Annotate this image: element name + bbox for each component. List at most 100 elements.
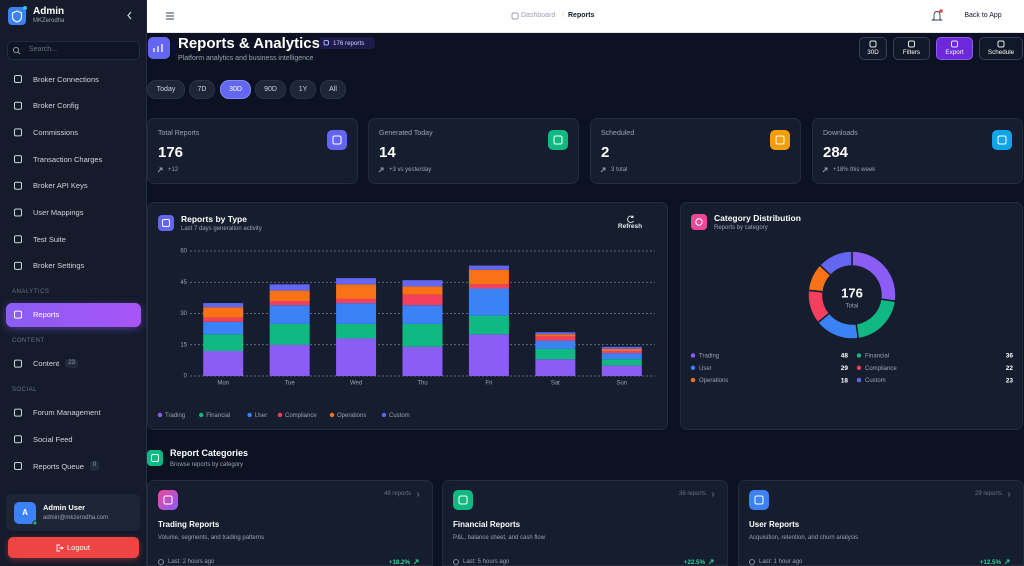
category-description: P&L, balance sheet, and cash flow (453, 534, 546, 541)
nav-label: Reports (33, 310, 60, 320)
category-card[interactable] (738, 480, 1024, 566)
category-card[interactable] (442, 480, 728, 566)
nav-label: Reports Queue (33, 461, 84, 471)
stat-card (590, 118, 801, 184)
nav-label: Social Feed (33, 434, 73, 444)
section-icon (147, 450, 163, 466)
user-name: Admin User (43, 503, 86, 513)
refresh-button[interactable]: Refresh (617, 223, 643, 231)
action-button[interactable] (936, 37, 973, 60)
nav-label: Test Suite (33, 234, 66, 244)
nav-item[interactable]: Broker Settings (33, 260, 138, 272)
nav-label: Broker Connections (33, 74, 99, 84)
nav-item[interactable]: Reports Queue 0 (33, 460, 138, 472)
chart-subtitle: Reports by category (714, 225, 768, 232)
search-box[interactable] (7, 41, 140, 60)
action-label: Export (945, 49, 964, 57)
stat-value: 2 (601, 143, 610, 161)
sidebar (0, 0, 147, 566)
count-badge-label: 176 reports (333, 39, 365, 47)
logout-label: Logout (67, 543, 90, 553)
avatar-initial: A (22, 508, 28, 518)
nav-label: Transaction Charges (33, 154, 103, 164)
range-label: 7D (197, 85, 207, 93)
category-count: 48 reports (383, 490, 411, 497)
stat-icon (327, 130, 347, 150)
nav-active-bg (6, 302, 141, 327)
stat-icon (770, 130, 790, 150)
nav-badge: 23 (65, 359, 78, 369)
range-label: All (329, 85, 337, 93)
section-title: Report Categories (170, 448, 249, 459)
stat-icon (992, 130, 1012, 150)
breadcrumb-current: Reports (568, 12, 595, 20)
chart-card (147, 202, 668, 430)
stat-value: 176 (158, 143, 184, 161)
stat-label: Downloads (823, 129, 858, 137)
nav-item[interactable]: Broker Connections (33, 73, 138, 85)
category-growth: +12.5% (979, 558, 1001, 566)
category-title: Financial Reports (453, 520, 521, 530)
nav-label: Commissions (33, 127, 79, 137)
page-title: Reports & Analytics (178, 34, 320, 52)
range-pill[interactable] (220, 80, 251, 99)
section-subtitle: Browse reports by category (170, 461, 244, 468)
nav-label: User Mappings (33, 208, 84, 217)
range-pill[interactable] (147, 80, 185, 99)
category-icon (749, 490, 769, 510)
category-description: Acquisition, retention, and churn analys… (749, 534, 859, 541)
nav-item[interactable]: Commissions (33, 126, 138, 138)
nav-item[interactable]: Content 23 (33, 358, 138, 370)
category-last: Last: 1 hour ago (759, 558, 803, 565)
action-button[interactable] (859, 37, 887, 60)
range-label: Today (156, 85, 176, 93)
breadcrumb-separator: / (562, 12, 564, 20)
nav-item[interactable]: Test Suite (33, 233, 138, 245)
logout-button[interactable] (8, 537, 139, 558)
stat-value: 14 (379, 143, 396, 161)
category-last: Last: 5 hours ago (463, 558, 510, 565)
nav-heading: ANALYTICS (12, 288, 50, 295)
nav-item[interactable]: Broker API Keys (33, 180, 138, 192)
range-pill[interactable] (255, 80, 286, 99)
range-label: 90D (264, 85, 277, 93)
range-label: 30D (229, 85, 242, 93)
chart-card (680, 202, 1023, 430)
stat-card (368, 118, 579, 184)
brand-sub: MKZerodha (33, 18, 65, 25)
nav-item[interactable]: Reports (33, 309, 138, 321)
page-icon (148, 37, 170, 59)
search-placeholder: Search... (29, 46, 58, 54)
nav-heading: CONTENT (12, 337, 45, 344)
avatar (14, 502, 36, 524)
action-button[interactable] (893, 37, 930, 60)
category-icon (158, 490, 178, 510)
nav-label: Content (33, 359, 60, 369)
category-growth: +18.2% (388, 558, 410, 566)
nav-item[interactable]: User Mappings (33, 207, 138, 219)
stat-change: +12 (168, 166, 179, 173)
category-last: Last: 2 hours ago (168, 558, 215, 565)
nav-item[interactable]: Forum Management (33, 407, 138, 419)
action-button[interactable] (979, 37, 1023, 60)
breadcrumb-link[interactable]: Dashboard (521, 12, 556, 20)
category-count: 36 reports (678, 490, 706, 497)
nav-item[interactable]: Social Feed (33, 433, 138, 445)
category-count: 29 reports (974, 490, 1002, 497)
logo (8, 7, 26, 25)
stat-icon (548, 130, 568, 150)
action-label: 30D (867, 49, 879, 57)
range-pill[interactable] (320, 80, 346, 99)
nav-item[interactable]: Broker Config (33, 100, 138, 112)
range-pill[interactable] (189, 80, 215, 99)
nav-item[interactable]: Transaction Charges (33, 153, 138, 165)
category-title: Trading Reports (158, 520, 220, 530)
back-label: Back to App (964, 12, 1002, 20)
stat-label: Generated Today (379, 129, 433, 137)
stat-change: 3 total (611, 166, 628, 173)
action-label: Filters (902, 49, 921, 57)
count-badge (319, 37, 375, 49)
range-pill[interactable] (290, 80, 316, 99)
user-email: admin@mkzerodha.com (43, 515, 109, 522)
